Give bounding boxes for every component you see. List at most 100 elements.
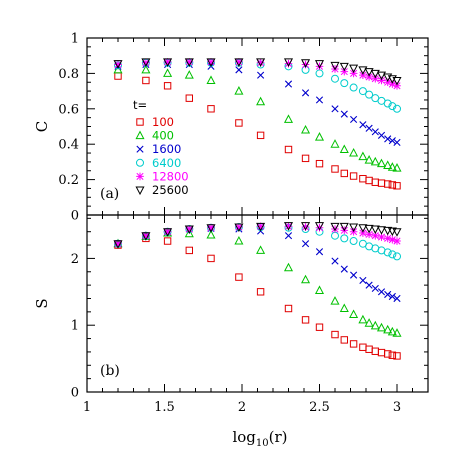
data-point: [393, 81, 401, 90]
data-point: [359, 121, 367, 129]
data-point: [256, 131, 265, 140]
data-point: [315, 248, 324, 256]
data-point: [370, 320, 380, 330]
data-point: [349, 340, 358, 348]
data-point: [371, 231, 380, 240]
data-point: [301, 124, 311, 134]
data-point: [384, 350, 392, 358]
data-point: [392, 328, 402, 337]
y-tick-label: 1: [71, 32, 79, 47]
data-point: [314, 132, 325, 141]
series-25600: [113, 58, 402, 86]
data-point: [314, 222, 325, 231]
data-point: [330, 61, 340, 71]
data-point: [339, 144, 349, 154]
legend-marker: [136, 118, 144, 126]
data-point: [235, 119, 243, 127]
data-point: [376, 322, 387, 332]
data-point: [392, 163, 402, 172]
data-point: [315, 69, 324, 78]
data-point: [301, 222, 311, 231]
x-tick-label: 3: [393, 400, 401, 415]
data-point: [340, 234, 349, 243]
data-point: [383, 234, 392, 243]
series-12800: [114, 58, 401, 90]
data-point: [301, 89, 310, 97]
data-point: [256, 222, 266, 232]
y-tick-label: 0: [71, 386, 79, 401]
data-point: [358, 66, 368, 75]
data-point: [113, 60, 123, 69]
data-point: [283, 58, 294, 67]
data-point: [393, 138, 401, 147]
y-tick-label: 0.4: [58, 138, 79, 153]
data-point: [331, 225, 339, 233]
data-point: [387, 326, 397, 336]
data-point: [256, 245, 266, 254]
data-point: [349, 83, 358, 92]
data-point: [331, 330, 339, 339]
data-point: [184, 58, 194, 67]
data-point: [383, 99, 392, 108]
data-point: [314, 285, 325, 294]
data-point: [376, 158, 387, 168]
data-point: [114, 239, 122, 248]
data-point: [284, 59, 293, 68]
data-point: [393, 182, 401, 190]
data-point: [330, 139, 340, 148]
data-point: [358, 224, 368, 233]
data-point: [114, 60, 122, 69]
data-point: [359, 229, 367, 237]
data-point: [349, 223, 359, 233]
data-point: [349, 64, 359, 74]
data-point: [370, 225, 380, 235]
x-axis-label-group: log10(r): [232, 428, 287, 449]
y-axis-label: C: [33, 121, 51, 132]
data-point: [371, 128, 379, 136]
data-point: [349, 69, 358, 78]
data-point: [349, 172, 358, 180]
data-point: [315, 96, 324, 104]
data-point: [256, 58, 266, 67]
data-point: [370, 69, 380, 79]
data-point: [206, 75, 216, 84]
y-tick-label: 1: [71, 319, 79, 334]
data-point: [364, 155, 374, 164]
y-tick-label: 0.6: [58, 102, 79, 117]
data-point: [301, 316, 310, 324]
legend-entry: 100: [152, 115, 174, 129]
data-point: [113, 64, 123, 74]
data-point: [371, 74, 380, 83]
data-point: [234, 58, 244, 67]
x-tick-label: 2.5: [309, 400, 330, 415]
legend-entry: 6400: [152, 156, 181, 170]
data-point: [301, 223, 310, 231]
data-point: [256, 58, 265, 67]
data-point: [330, 222, 340, 232]
data-point: [234, 235, 244, 245]
data-point: [283, 114, 294, 123]
data-point: [393, 252, 401, 261]
data-point: [301, 59, 311, 68]
y-tick-label: 0: [71, 209, 79, 224]
data-point: [358, 314, 368, 324]
data-point: [163, 58, 172, 66]
data-point: [365, 281, 373, 289]
data-point: [393, 294, 401, 303]
data-point: [184, 228, 194, 238]
data-point: [339, 62, 349, 72]
data-point: [235, 223, 243, 231]
data-point: [163, 228, 173, 237]
data-point: [349, 309, 359, 319]
data-point: [388, 102, 397, 111]
plot-frame: [86, 214, 429, 393]
data-point: [284, 304, 293, 313]
data-point: [315, 159, 324, 168]
data-point: [364, 68, 374, 77]
legend-marker: [135, 130, 145, 140]
data-point: [314, 60, 325, 69]
data-point: [284, 80, 293, 88]
data-point: [185, 58, 194, 66]
data-point: [207, 254, 215, 263]
data-point: [185, 225, 194, 233]
